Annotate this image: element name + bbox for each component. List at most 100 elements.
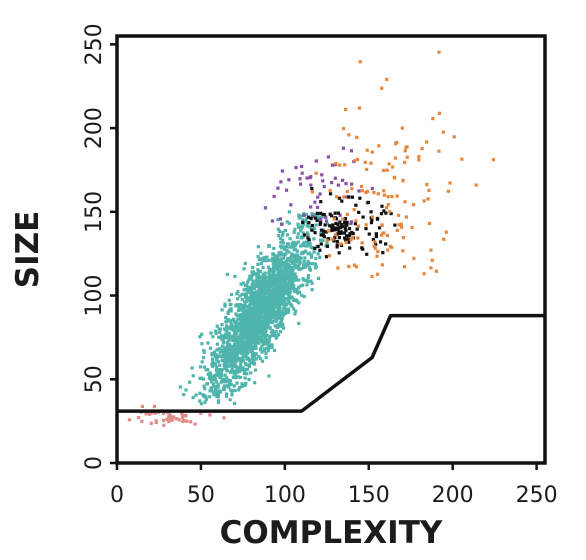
data-point: [403, 160, 407, 164]
data-point: [212, 389, 216, 393]
data-point: [181, 419, 185, 424]
data-point: [202, 349, 206, 353]
data-point: [297, 255, 301, 259]
data-point: [258, 294, 263, 298]
data-point: [208, 371, 212, 375]
data-point: [237, 323, 241, 327]
data-point: [206, 372, 210, 376]
data-point: [261, 307, 265, 311]
data-point: [251, 313, 255, 317]
data-point: [304, 244, 308, 248]
data-point: [219, 372, 223, 376]
data-point: [201, 356, 206, 360]
data-point: [287, 221, 291, 225]
data-point: [229, 382, 233, 387]
data-point: [283, 311, 287, 316]
data-point: [252, 325, 256, 329]
data-point: [220, 355, 224, 359]
data-point: [372, 190, 376, 195]
data-point: [224, 346, 228, 350]
data-point: [251, 282, 255, 287]
data-point: [305, 263, 309, 267]
data-point: [208, 395, 212, 399]
data-point: [229, 358, 233, 362]
data-point: [426, 197, 430, 201]
x-tick-label: 100: [264, 483, 306, 508]
data-point: [236, 317, 240, 321]
data-point: [248, 340, 252, 344]
data-point: [338, 213, 342, 217]
data-point: [285, 292, 289, 296]
data-point: [217, 368, 221, 372]
data-point: [347, 133, 351, 137]
data-point: [237, 388, 241, 392]
data-point: [208, 413, 212, 417]
data-point: [260, 333, 264, 337]
data-point: [264, 338, 268, 343]
data-point: [256, 255, 260, 259]
data-point: [230, 392, 234, 396]
data-point: [434, 269, 438, 273]
data-point: [340, 223, 344, 227]
data-point: [334, 221, 338, 226]
data-point: [208, 346, 213, 350]
data-point: [295, 299, 299, 303]
data-point: [284, 310, 289, 314]
data-point: [202, 384, 206, 388]
data-point: [279, 240, 283, 244]
data-point: [232, 344, 236, 348]
data-point: [281, 230, 285, 234]
data-point: [180, 411, 184, 416]
data-point: [229, 388, 234, 392]
data-point: [281, 282, 286, 286]
data-point: [154, 420, 158, 425]
data-point: [302, 213, 306, 217]
data-point: [140, 404, 144, 408]
data-point: [387, 162, 391, 166]
data-point: [264, 351, 268, 356]
data-point: [226, 331, 230, 335]
data-point: [314, 171, 318, 175]
data-point: [411, 203, 416, 207]
data-point: [308, 176, 312, 180]
data-point: [283, 280, 287, 284]
data-point: [276, 323, 280, 327]
data-point: [258, 307, 262, 311]
data-point: [224, 329, 228, 333]
data-point: [271, 252, 275, 256]
data-point: [228, 379, 233, 383]
data-point: [264, 295, 268, 299]
data-point: [310, 281, 314, 285]
data-point: [460, 157, 464, 161]
data-point: [401, 249, 405, 253]
data-point: [365, 148, 369, 152]
data-point: [294, 165, 298, 170]
data-point: [214, 380, 219, 384]
data-point: [269, 273, 274, 278]
data-point: [281, 238, 285, 242]
data-point: [391, 165, 395, 169]
data-point: [343, 236, 347, 240]
data-point: [307, 238, 311, 242]
data-point: [252, 294, 256, 298]
data-point: [289, 267, 294, 271]
data-point: [272, 331, 276, 335]
data-point: [350, 187, 354, 191]
data-point: [386, 203, 390, 207]
data-point: [249, 317, 254, 321]
data-point: [325, 238, 329, 243]
data-point: [378, 240, 383, 244]
data-point: [401, 236, 405, 240]
data-point: [336, 266, 340, 270]
data-point: [333, 233, 338, 237]
data-point: [268, 267, 272, 271]
x-tick-label: 250: [516, 483, 558, 508]
data-point: [279, 180, 283, 184]
data-point: [202, 365, 207, 369]
data-point: [215, 394, 219, 399]
data-point: [200, 360, 204, 364]
data-point: [294, 241, 298, 245]
data-point: [349, 220, 353, 224]
data-point: [217, 374, 221, 378]
data-point: [240, 382, 244, 386]
